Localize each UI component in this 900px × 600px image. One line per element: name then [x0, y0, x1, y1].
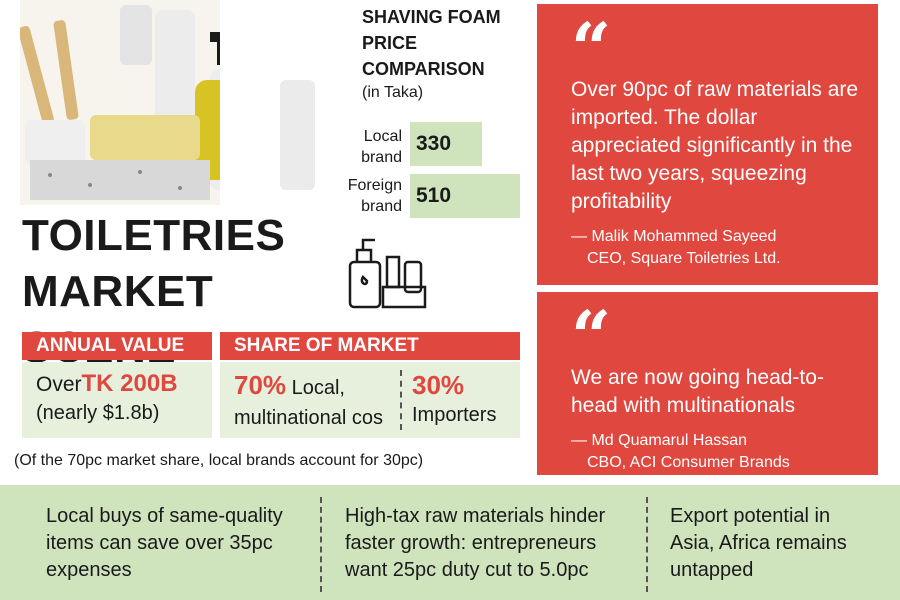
price-title: SHAVING FOAM PRICE COMPARISON [362, 7, 501, 79]
bottle-photo [280, 80, 315, 190]
quote-text: We are now going head-to-head with multi… [571, 366, 824, 417]
note: (Of the 70pc market share, local brands … [14, 452, 424, 469]
price-value: 330 [410, 122, 482, 166]
quote-author: — Malik Mohammed Sayeed [571, 228, 777, 245]
point: Export potential in Asia, Africa remains… [670, 505, 847, 581]
point: Local buys of same-quality items can sav… [46, 505, 283, 581]
quote-author: — Md Quamarul Hassan [571, 432, 748, 449]
price-unit: (in Taka) [362, 84, 424, 101]
annual-sub: (nearly $1.8b) [36, 402, 160, 424]
product-photo [20, 0, 220, 205]
toiletries-icon [348, 238, 427, 309]
point: High-tax raw materials hinder faster gro… [345, 505, 606, 581]
annual-prefix: Over [36, 373, 82, 396]
share-text: Local, multinational cos [234, 377, 383, 429]
bottom-band: Local buys of same-quality items can sav… [0, 485, 900, 600]
quote-text: Over 90pc of raw materials are imported.… [571, 78, 859, 213]
annual-box: OverTK 200B (nearly $1.8b) [22, 362, 212, 438]
annual-value: TK 200B [81, 370, 178, 397]
section-header: SHARE OF MARKET [220, 332, 520, 360]
price-value: 510 [410, 174, 520, 218]
share-pct: 70% [234, 370, 287, 400]
quote-box: “ We are now going head-to-head with mul… [537, 292, 878, 475]
quote-role: CEO, Square Toiletries Ltd. [587, 250, 781, 267]
share-pct: 30% [412, 370, 465, 400]
row-label: Local brand [361, 128, 402, 166]
quote-box: “ Over 90pc of raw materials are importe… [537, 4, 878, 285]
section-header: ANNUAL VALUE [22, 332, 212, 360]
quote-role: CBO, ACI Consumer Brands [587, 454, 790, 471]
row-label: Foreign brand [347, 177, 402, 215]
share-text: Importers [412, 404, 497, 426]
share-box: 70% Local, multinational cos 30% Importe… [220, 362, 520, 438]
